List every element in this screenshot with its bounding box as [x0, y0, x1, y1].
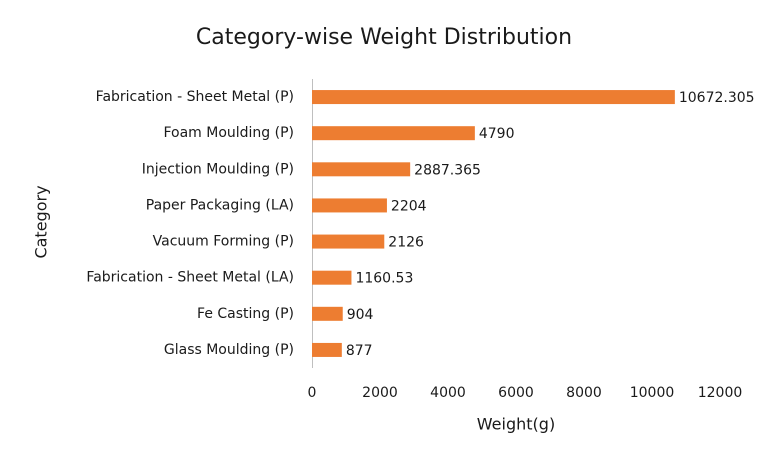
x-tick-label: 6000	[498, 385, 534, 401]
bar	[312, 342, 342, 357]
x-tick-label: 2000	[362, 385, 398, 401]
data-label: 2204	[391, 198, 427, 214]
y-axis-title: Category	[32, 185, 51, 258]
data-label: 4790	[479, 126, 515, 142]
chart-title: Category-wise Weight Distribution	[196, 25, 572, 50]
x-tick-label: 8000	[566, 385, 602, 401]
data-label: 2887.365	[414, 162, 481, 178]
y-tick-label: Glass Moulding (P)	[164, 342, 294, 358]
y-tick-label: Fe Casting (P)	[197, 306, 294, 322]
data-label: 10672.305	[679, 90, 755, 106]
y-tick-label: Paper Packaging (LA)	[146, 197, 294, 213]
bar	[312, 270, 352, 285]
y-tick-label: Fabrication - Sheet Metal (P)	[96, 89, 294, 105]
bar	[312, 90, 675, 105]
y-tick-label: Vacuum Forming (P)	[153, 234, 294, 250]
bar	[312, 234, 385, 249]
x-tick-label: 4000	[430, 385, 466, 401]
x-axis-title: Weight(g)	[477, 415, 555, 434]
bar	[312, 306, 343, 321]
bar	[312, 126, 475, 141]
y-tick-label: Injection Moulding (P)	[142, 161, 294, 177]
x-tick-label: 12000	[698, 385, 743, 401]
y-tick-label: Foam Moulding (P)	[163, 125, 294, 141]
data-label: 877	[346, 343, 373, 359]
x-tick-label: 10000	[630, 385, 675, 401]
y-tick-label: Fabrication - Sheet Metal (LA)	[86, 270, 294, 286]
bar	[312, 162, 411, 177]
data-label: 904	[347, 307, 374, 323]
data-label: 1160.53	[355, 271, 413, 287]
bar	[312, 198, 387, 213]
data-label: 2126	[388, 235, 424, 251]
x-tick-label: 0	[308, 385, 317, 401]
